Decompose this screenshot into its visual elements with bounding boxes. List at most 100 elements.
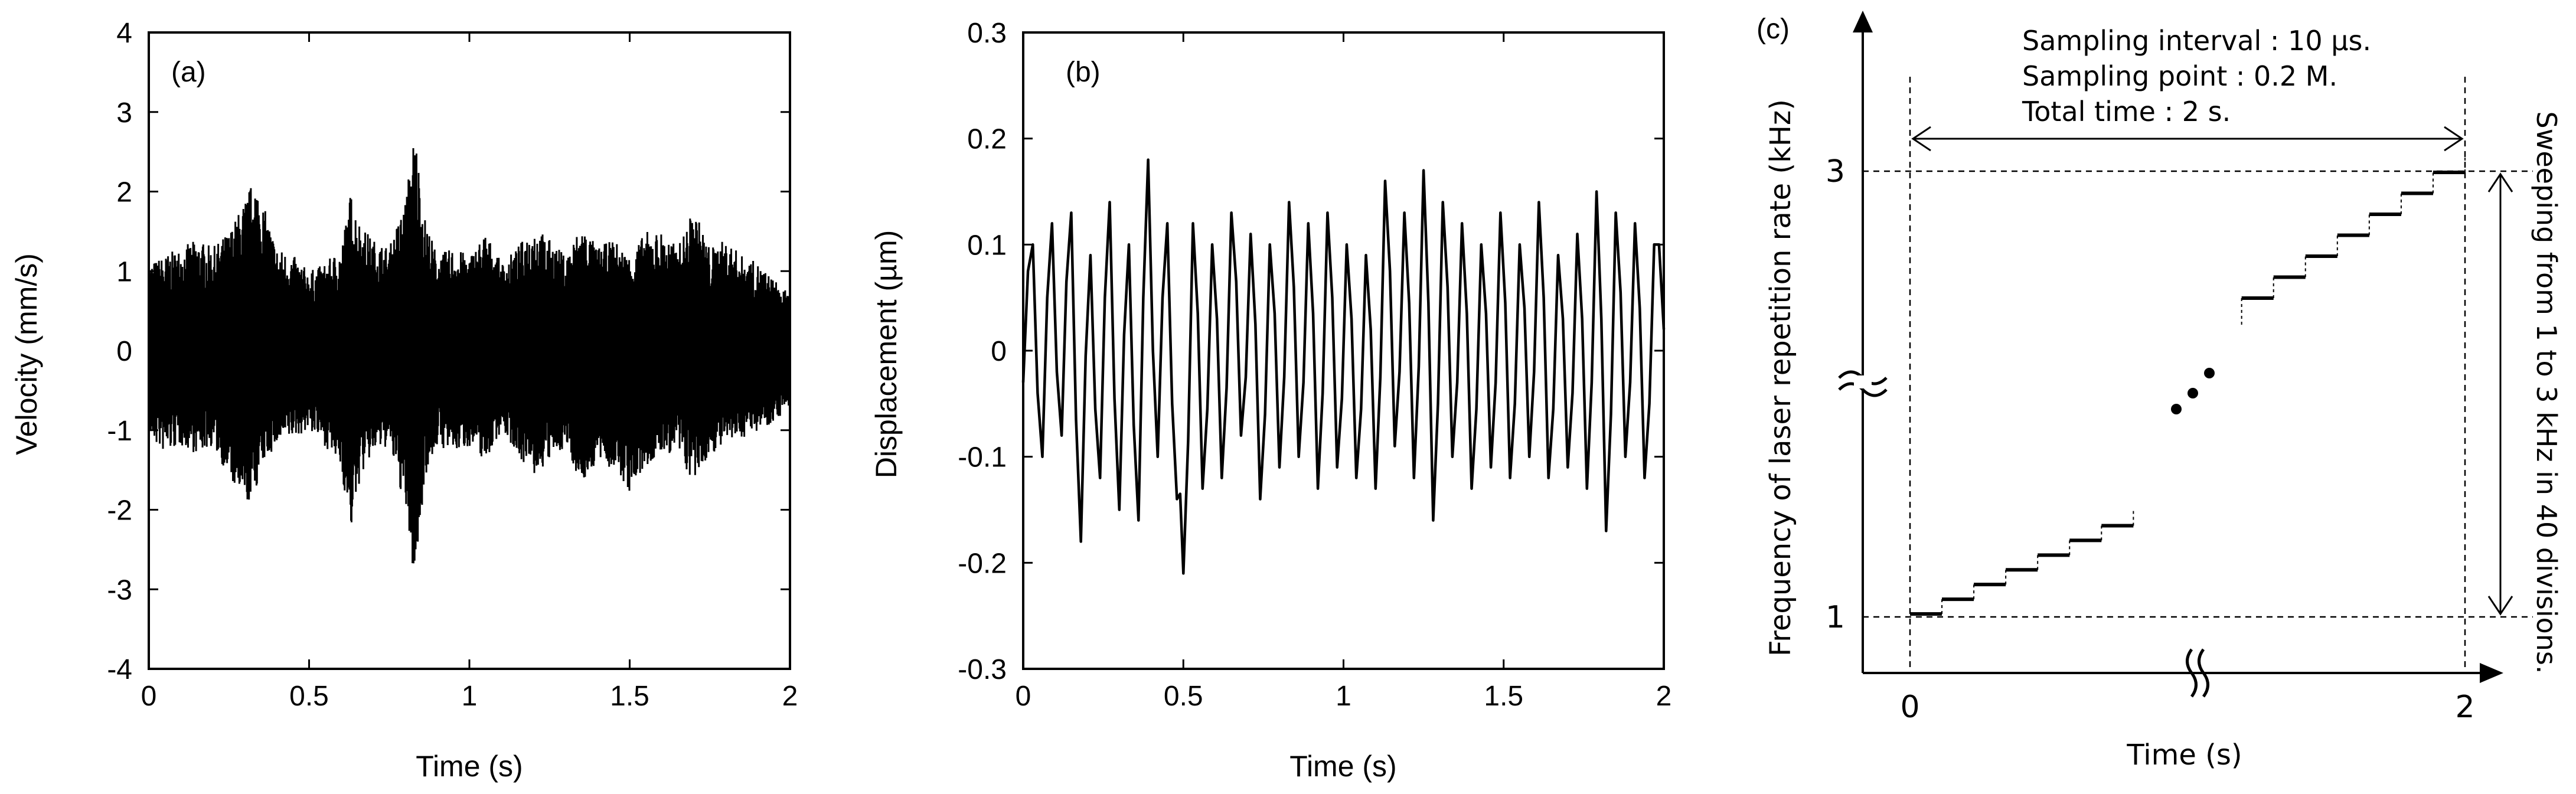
- y-tick-label: 0.2: [967, 124, 1007, 155]
- displacement-point: [1595, 190, 1598, 193]
- x-tick-label: 1.5: [610, 681, 649, 712]
- panel-c-annotation-sampling-point: Sampling point : 0.2 M.: [2022, 60, 2337, 92]
- panel-c-diagram: (c): [1756, 11, 2562, 772]
- displacement-point: [1182, 572, 1185, 575]
- panel-a-waveform: [148, 148, 791, 564]
- panel-c-y-axis-label: Frequency of laser repetition rate (kHz): [1764, 99, 1797, 656]
- displacement-point: [1461, 222, 1464, 225]
- displacement-point: [1364, 254, 1367, 257]
- displacement-point: [1099, 476, 1102, 479]
- displacement-point: [1605, 530, 1608, 532]
- displacement-point: [1451, 455, 1454, 458]
- y-tick-label: 0: [991, 336, 1007, 367]
- x-tick-label: 0.5: [1164, 681, 1203, 712]
- displacement-point: [1384, 179, 1386, 182]
- displacement-point: [1490, 466, 1493, 469]
- displacement-point: [1614, 211, 1617, 214]
- displacement-point: [1249, 233, 1252, 236]
- panel-c-x-axis-arrowhead: [2480, 663, 2503, 683]
- displacement-point: [1259, 498, 1262, 501]
- displacement-point: [1278, 466, 1281, 469]
- displacement-point: [1176, 498, 1178, 501]
- displacement-point: [1422, 169, 1425, 172]
- displacement-point: [1509, 476, 1511, 479]
- panel-c-x-axis-label: Time (s): [2126, 739, 2242, 772]
- displacement-point: [1566, 466, 1569, 469]
- displacement-series-line: [1021, 158, 1666, 575]
- panel-c-x-tick-label-0: 0: [1900, 690, 1919, 725]
- x-tick-label: 0: [141, 681, 157, 712]
- y-tick-label: 1: [116, 256, 132, 287]
- displacement-point: [1547, 476, 1550, 479]
- y-tick-label: 0.3: [967, 18, 1007, 49]
- panel-c-dashed-guides: [1863, 77, 2533, 673]
- displacement-point: [1537, 201, 1540, 204]
- displacement-point: [1528, 455, 1531, 458]
- displacement-point: [1643, 476, 1646, 479]
- x-tick-label: 0.5: [289, 681, 329, 712]
- displacement-point: [1403, 211, 1406, 214]
- velocity-series-line: [148, 148, 791, 564]
- panel-c-continuation-dots: [2171, 368, 2215, 414]
- displacement-point: [1089, 254, 1092, 257]
- displacement-point: [1336, 466, 1338, 469]
- panel-c-y-tick-label-1: 1: [1826, 600, 1845, 635]
- panel-c-x-tick-label-2: 2: [2455, 690, 2474, 725]
- displacement-point: [1128, 243, 1130, 246]
- panel-a-x-axis-label: Time (s): [416, 750, 523, 783]
- x-tick-label: 2: [1656, 681, 1672, 712]
- displacement-point: [1060, 434, 1063, 437]
- y-tick-label: -0.2: [958, 548, 1007, 579]
- displacement-point: [1624, 455, 1627, 458]
- displacement-point: [1070, 211, 1073, 214]
- y-tick-label: 3: [116, 97, 132, 129]
- displacement-point: [1297, 455, 1300, 458]
- panel-b-chart: 0 0.5 1 1.5 2 -0.3 -0.2 -0.1 0 0.1 0.2 0.3 (b) Time…: [870, 18, 1671, 783]
- x-tick-label: 2: [782, 681, 798, 712]
- displacement-point: [1518, 243, 1521, 246]
- displacement-point: [1201, 487, 1204, 490]
- displacement-point: [1041, 455, 1044, 458]
- displacement-point: [1412, 476, 1415, 479]
- displacement-point: [1220, 476, 1223, 479]
- panel-b-ticks: 0 0.5 1 1.5 2 -0.3 -0.2 -0.1 0 0.1 0.2 0.3: [958, 18, 1671, 712]
- panel-b-x-axis-label: Time (s): [1289, 750, 1396, 783]
- y-tick-label: -2: [107, 495, 132, 527]
- displacement-point: [1634, 222, 1637, 225]
- displacement-point: [1211, 243, 1214, 246]
- displacement-point: [1307, 222, 1310, 225]
- displacement-point: [1118, 508, 1121, 511]
- panel-c-frequency-steps: [1910, 151, 2466, 616]
- displacement-point: [1345, 243, 1348, 246]
- panel-c-annotation-total-time: Total time : 2 s.: [2022, 96, 2231, 128]
- panel-b-y-axis-label: Displacement (µm): [870, 230, 903, 479]
- panel-a-label: (a): [171, 57, 206, 88]
- x-tick-label: 1: [462, 681, 478, 712]
- panel-c-x-axis-break: [2186, 648, 2209, 698]
- displacement-point: [1374, 487, 1377, 490]
- displacement-point: [1288, 201, 1291, 204]
- displacement-point: [1191, 222, 1194, 225]
- displacement-point: [1480, 243, 1483, 246]
- displacement-point: [1585, 487, 1588, 490]
- panel-a-chart: 0 0.5 1 1.5 2 -4 -3 -2 -1 0 1 2 3 4 (a) Time (s) Velo…: [10, 18, 798, 783]
- panel-c-annotation-sampling-interval: Sampling interval : 10 µs.: [2022, 25, 2371, 57]
- displacement-point: [1166, 222, 1169, 225]
- displacement-point: [1156, 455, 1159, 458]
- y-tick-label: 0: [116, 336, 132, 367]
- displacement-point: [1470, 487, 1473, 490]
- y-tick-label: -1: [107, 416, 132, 447]
- panel-c-side-annotation: Sweeping from 1 to 3 kHz in 40 divisions…: [2531, 112, 2562, 674]
- panel-a-ticks: 0 0.5 1 1.5 2 -4 -3 -2 -1 0 1 2 3 4: [107, 18, 798, 712]
- displacement-point: [1317, 487, 1320, 490]
- displacement-point: [1137, 519, 1140, 522]
- displacement-point: [1441, 201, 1444, 204]
- displacement-point: [1499, 211, 1502, 214]
- y-tick-label: -3: [107, 574, 132, 606]
- panel-c-y-axis-arrowhead: [1853, 11, 1873, 32]
- displacement-point: [1393, 445, 1396, 447]
- y-tick-label: -0.1: [958, 442, 1007, 473]
- displacement-point: [1268, 243, 1271, 246]
- y-tick-label: 4: [116, 18, 132, 49]
